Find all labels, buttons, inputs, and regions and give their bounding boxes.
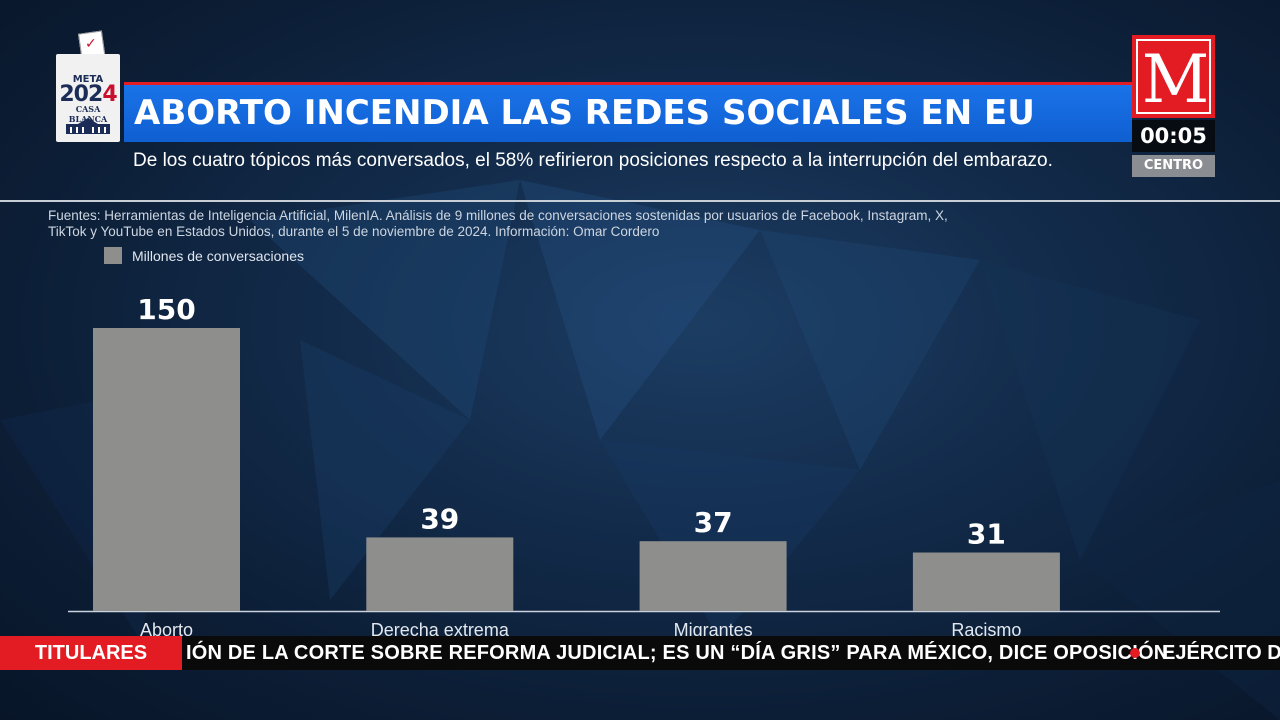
milenio-logo-frame: M bbox=[1136, 39, 1211, 118]
logo-year-b: 4 bbox=[102, 82, 117, 107]
page-subtitle: De los cuatro tópicos más conversados, e… bbox=[133, 150, 1053, 171]
legend-label: Millones de conversaciones bbox=[132, 248, 304, 264]
value-label: 39 bbox=[420, 502, 459, 535]
logo-meta-text: META bbox=[72, 74, 104, 85]
ticker-tag: TITULARES bbox=[0, 636, 182, 670]
check-icon: ✓ bbox=[85, 36, 97, 52]
sources-note: Fuentes: Herramientas de Inteligencia Ar… bbox=[48, 208, 948, 239]
white-house-icon bbox=[66, 118, 110, 134]
ticker-next-headline: EJÉRCITO DE bbox=[1162, 642, 1280, 664]
milenio-logo-letter: M bbox=[1141, 41, 1210, 118]
category-label: Derecha extrema bbox=[371, 620, 510, 640]
clock: 00:05 bbox=[1132, 120, 1215, 152]
milenio-logo: M bbox=[1132, 35, 1215, 118]
bar-derecha-extrema bbox=[366, 537, 514, 611]
value-label: 150 bbox=[137, 293, 195, 326]
bar-migrantes bbox=[639, 541, 787, 611]
news-ticker bbox=[0, 636, 1280, 670]
bar-aborto bbox=[93, 328, 240, 611]
ticker-separator-dot bbox=[1130, 648, 1140, 658]
category-label: Racismo bbox=[951, 620, 1021, 640]
divider bbox=[0, 200, 1280, 202]
logo-year: 2024 bbox=[56, 82, 120, 107]
legend-swatch bbox=[104, 247, 122, 264]
bar-racismo bbox=[912, 552, 1060, 611]
page-title: ABORTO INCENDIA LAS REDES SOCIALES EN EU bbox=[134, 93, 1035, 133]
title-bar: ABORTO INCENDIA LAS REDES SOCIALES EN EU bbox=[124, 82, 1132, 142]
logo-year-a: 202 bbox=[59, 82, 103, 107]
meta-2024-logo: ✓ META 2024 CASA BLANCA bbox=[56, 30, 120, 142]
value-label: 31 bbox=[967, 518, 1006, 551]
ticker-headline: IÓN DE LA CORTE SOBRE REFORMA JUDICIAL; … bbox=[186, 642, 1169, 664]
category-label: Aborto bbox=[140, 620, 193, 640]
category-label: Migrantes bbox=[674, 620, 753, 640]
value-label: 37 bbox=[694, 506, 733, 539]
region-badge: CENTRO bbox=[1132, 155, 1215, 177]
